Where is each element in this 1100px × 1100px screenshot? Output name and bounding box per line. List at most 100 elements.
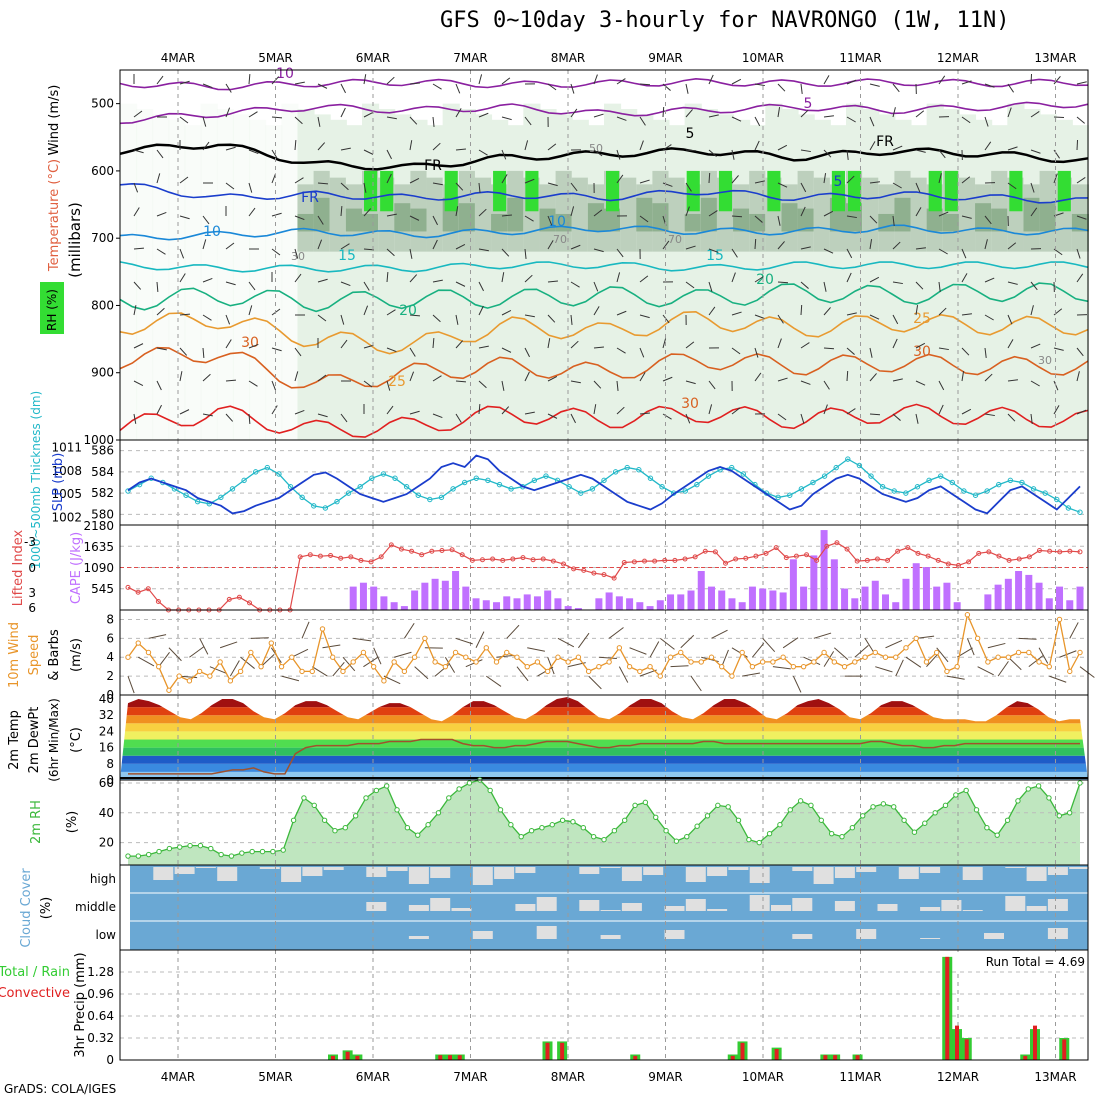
wind-speed-point [268,640,275,646]
wind-barb [386,149,392,160]
surface-wind-barb [916,635,935,639]
cloud-mid-gap [877,904,898,911]
wind-barb [984,83,995,88]
wind-barb [409,274,418,283]
wind-barb [1076,215,1087,220]
wind-barb [892,182,902,189]
wind-barb [1076,248,1081,259]
cloud-high-gap [195,867,216,868]
wind-barb [662,376,673,382]
surface-wind-barb [598,656,617,659]
cape-bar [636,602,644,610]
wind-barb [317,83,328,89]
wind-barb [800,380,811,385]
rh2m-point [611,828,618,834]
rh2m-point [311,802,317,809]
lifted-index-point [560,561,566,567]
cloud-high-gap [1047,867,1068,875]
wind-barb [823,210,834,217]
rh-band-light [587,125,605,440]
wind-barb [961,273,968,283]
wind-barb [524,371,530,382]
wind-barb [271,380,277,391]
wind-barb [984,141,992,151]
cloud-mid-gap [515,904,536,911]
wind-barb [294,215,305,221]
cloud-mid-gap [579,900,600,911]
precip-convective-bar [730,1055,735,1060]
wind-barb [363,344,374,349]
wind-barb [478,305,484,316]
rh-band-mid [571,177,589,252]
surface-wind-barb [1007,656,1022,671]
wind-barb [501,347,512,353]
wind-barb [639,275,649,283]
wind-barb [777,377,788,382]
rh-band-light [668,125,686,440]
wind-barb [225,413,234,422]
wind-speed-point [995,654,1001,660]
cloud-high-gap [174,867,195,874]
rh2m-point [125,853,131,859]
wind-barb [869,373,877,382]
isotherm-label: 20 [399,303,417,319]
wind-speed-point [258,663,264,670]
rh-contour-label: 30 [1038,354,1052,367]
rh2m-point [425,822,431,828]
precip-convective-bar [955,1025,959,1060]
rh-band-dark [781,203,799,232]
cloud-high-gap [962,867,983,880]
cloud-low-gap [856,929,877,939]
cloud-high-gap [323,867,344,870]
wind-barb [294,347,302,357]
wind-barb [961,215,972,219]
pressure-tick: 900 [91,366,114,380]
wind-barb [800,304,803,316]
wind-barb [547,338,551,349]
wind-speed-point [913,635,919,642]
rh-band-bright [1009,170,1023,212]
isotherm-label: FR [876,134,894,150]
wind-barb [202,314,212,321]
thickness-point [438,494,445,501]
thickness-point [276,471,282,477]
wind-barb [961,176,971,184]
precip-convective-bar [1062,1039,1067,1060]
precip-convective-bar [774,1049,779,1060]
wind-speed-point [227,678,234,684]
wind-barb [846,272,852,283]
wind-barb [432,279,443,283]
wind-barb [823,307,831,316]
thickness-point [612,469,619,475]
surface-wind-barb [670,665,689,668]
rh-band-light [281,103,299,441]
cloud-mid-gap [1026,906,1047,911]
rh-band-light [1039,114,1057,441]
wind-speed-point [667,654,674,660]
thickness-point [148,475,154,481]
thickness-point [914,484,921,490]
rh2m-point [1035,783,1042,789]
wind-speed-point [463,654,469,660]
cape-bar [431,578,439,610]
wind-barb [915,110,925,118]
wind-barb [1007,83,1015,93]
precip-tick: 0.96 [87,987,114,1001]
wind-barb [547,413,558,419]
wind-barb [248,281,256,291]
rh2m-point [487,787,493,794]
cape-bar [523,594,531,610]
lifted-index-point [500,557,506,563]
temp-tick: 40 [99,692,114,706]
lifted-index-point [621,560,627,566]
wind-speed-point [125,654,131,660]
temp-band [120,723,1088,732]
lifted-index-point [692,554,698,560]
wind-barb [202,141,210,151]
wind-barb [685,182,692,192]
rh2m-point [208,845,214,852]
cape-bar [677,594,685,610]
rh-band-dark [1039,203,1057,232]
thickness-axis-label: 1000~500mb Thickness (dm) [29,391,43,569]
